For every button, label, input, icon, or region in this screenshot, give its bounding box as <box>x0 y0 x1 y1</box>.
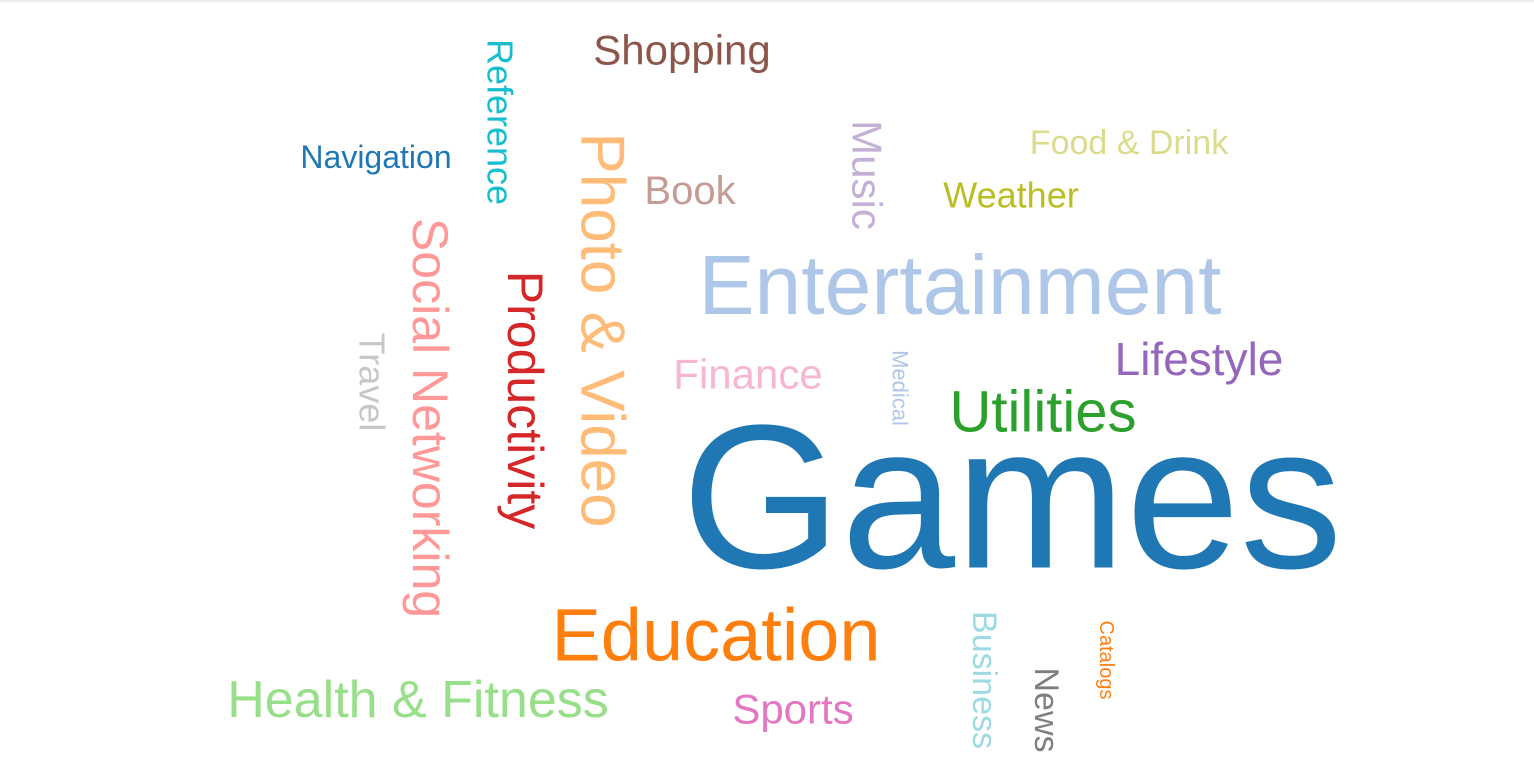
word-news: News <box>1027 667 1065 752</box>
word-travel: Travel <box>352 333 393 432</box>
word-medical: Medical <box>888 350 913 426</box>
word-navigation: Navigation <box>300 139 451 175</box>
word-shopping: Shopping <box>593 27 771 74</box>
word-health-fitness: Health & Fitness <box>227 671 609 729</box>
word-weather: Weather <box>943 175 1078 216</box>
top-border <box>0 0 1534 2</box>
word-sports: Sports <box>732 686 853 733</box>
word-utilities: Utilities <box>950 380 1137 445</box>
word-productivity: Productivity <box>497 271 553 529</box>
word-games: Games <box>682 383 1343 612</box>
word-education: Education <box>551 594 880 677</box>
word-reference: Reference <box>480 39 521 205</box>
word-photo-video: Photo & Video <box>568 132 637 527</box>
word-lifestyle: Lifestyle <box>1115 333 1284 385</box>
word-entertainment: Entertainment <box>699 238 1222 332</box>
word-social-networking: Social Networking <box>402 218 458 618</box>
word-catalogs: Catalogs <box>1095 621 1117 700</box>
word-food-drink: Food & Drink <box>1030 124 1229 162</box>
word-music: Music <box>844 120 891 230</box>
word-business: Business <box>965 611 1003 749</box>
word-book: Book <box>644 169 736 213</box>
word-finance: Finance <box>673 351 822 398</box>
